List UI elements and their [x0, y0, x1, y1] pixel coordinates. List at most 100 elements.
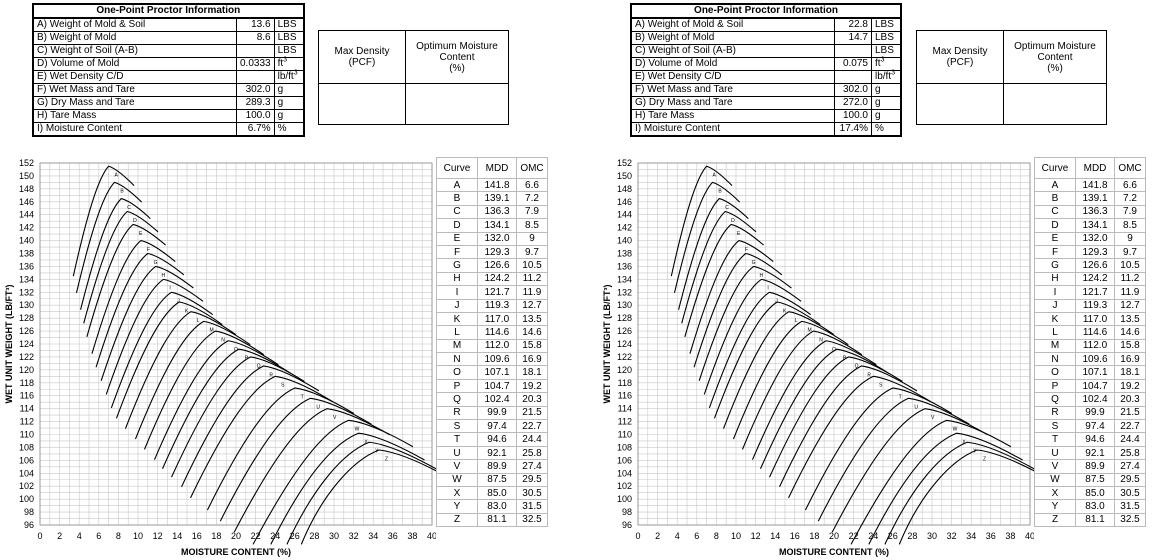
y-tick-label: 140 [617, 236, 632, 246]
curve-table-row: F 129.3 9.7 [436, 244, 548, 260]
y-tick-label: 118 [618, 378, 632, 388]
info-value[interactable] [834, 44, 872, 58]
curve-table-cell: 134.1 [477, 218, 517, 233]
curve-table-row: J 119.3 12.7 [1034, 298, 1146, 313]
curve-label: X [962, 440, 966, 446]
compaction-curve [884, 441, 1034, 545]
curve-table-cell: Z [436, 512, 478, 528]
max-density-value[interactable] [318, 83, 406, 125]
curve-table-cell: 124.2 [477, 271, 517, 287]
curve-table-row: T 94.6 24.4 [436, 432, 548, 447]
curve-table: Curve MDD OMC A 141.8 6.6 B 139.1 7.2 C 136.3 7.9 D 1… [436, 157, 548, 528]
curve-table-cell: U [436, 445, 478, 461]
curve-label: N [819, 337, 823, 343]
info-row: I) Moisture Content 17.4%% [630, 122, 902, 137]
info-value[interactable]: 13.6 [236, 17, 275, 32]
curve-table-row: R 99.9 21.5 [436, 405, 548, 421]
curve-table-cell: 8.5 [516, 218, 548, 233]
info-value[interactable]: 22.8 [834, 17, 872, 32]
info-value[interactable] [236, 44, 275, 58]
info-unit-sup: 3 [880, 56, 885, 64]
curve-table-cell: 24.4 [1114, 432, 1146, 447]
info-unit: LBS [273, 44, 305, 58]
curve-table-cell: 107.1 [1075, 365, 1115, 380]
plot-frame [39, 162, 433, 526]
info-row: E) Wet Density C/D lb/ft3 [630, 70, 902, 84]
curve-table-cell: R [436, 405, 478, 421]
info-value[interactable] [236, 70, 275, 84]
y-tick-label: 126 [19, 326, 34, 336]
compaction-curve [161, 348, 292, 469]
curve-table-cell: V [1034, 459, 1076, 474]
proctor-info-table: One-Point Proctor Information A) Weight … [32, 3, 305, 137]
omc-value[interactable] [405, 83, 509, 125]
curve-table-cell: 132.0 [1075, 231, 1115, 246]
info-value[interactable]: 14.7 [834, 31, 872, 45]
curve-table-header: OMC [516, 157, 548, 179]
info-row: D) Volume of Mold 0.075 ft3 [630, 56, 902, 71]
curve-table-cell: 30.5 [1114, 485, 1146, 501]
compaction-curve [673, 181, 741, 294]
info-value[interactable]: 272.0 [834, 96, 872, 110]
x-tick-label: 28 [907, 531, 917, 541]
curve-table-row: Y 83.0 31.5 [1034, 499, 1146, 514]
curve-table-cell: 30.5 [516, 485, 548, 501]
info-label: H) Tare Mass [32, 109, 237, 123]
x-tick-label: 26 [290, 531, 300, 541]
curve-label: Z [385, 456, 388, 462]
x-tick-label: 26 [888, 531, 898, 541]
curve-label: U [914, 405, 918, 411]
curve-table-row: U 92.1 25.8 [436, 445, 548, 461]
max-density-value[interactable] [916, 83, 1004, 125]
curve-table-row: A 141.8 6.6 [436, 177, 548, 193]
compaction-curve [684, 223, 764, 338]
y-tick-label: 100 [19, 494, 34, 504]
curve-table-cell: 102.4 [1075, 392, 1115, 407]
x-tick-label: 20 [231, 531, 241, 541]
curve-table-cell: 7.2 [516, 191, 548, 206]
info-value[interactable] [834, 70, 872, 84]
info-label: G) Dry Mass and Tare [32, 96, 237, 110]
y-axis-label: WET UNIT WEIGHT (LB/FT³) [4, 285, 14, 404]
curve-table-cell: 20.3 [1114, 392, 1146, 407]
x-tick-label: 6 [694, 531, 699, 541]
y-tick-label: 122 [617, 352, 632, 362]
curve-table-cell: 109.6 [477, 352, 517, 367]
info-value[interactable]: 302.0 [834, 83, 872, 97]
y-tick-label: 104 [19, 468, 34, 478]
info-value[interactable]: 100.0 [236, 109, 275, 123]
info-value[interactable]: 17.4% [834, 122, 872, 137]
curve-label: W [355, 427, 360, 433]
info-value[interactable]: 8.6 [236, 31, 275, 45]
curve-table-cell: 29.5 [516, 472, 548, 487]
curve-table-cell: 9 [516, 231, 548, 246]
info-unit-text: LBS [875, 32, 894, 43]
curve-table-cell: 141.8 [477, 177, 517, 193]
info-unit: g [273, 109, 305, 123]
curve-label: R [269, 372, 273, 378]
curve-table-cell: 132.0 [477, 231, 517, 246]
x-tick-label: 16 [192, 531, 202, 541]
info-value[interactable]: 302.0 [236, 83, 275, 97]
info-value[interactable]: 0.0333 [236, 57, 275, 71]
info-value[interactable]: 6.7% [236, 122, 275, 137]
curve-table-row: L 114.6 14.6 [1034, 325, 1146, 340]
info-value[interactable]: 289.3 [236, 96, 275, 110]
x-tick-label: 12 [751, 531, 761, 541]
curve-table-cell: H [1034, 271, 1076, 287]
curve-label: B [120, 189, 124, 195]
compaction-curve [779, 365, 918, 488]
curve-label: T [899, 394, 902, 400]
compaction-curve [788, 375, 931, 499]
curve-table-cell: 102.4 [477, 392, 517, 407]
curve-table-row: O 107.1 18.1 [436, 365, 548, 380]
info-value[interactable]: 100.0 [834, 109, 872, 123]
omc-value[interactable] [1003, 83, 1107, 125]
info-value[interactable]: 0.075 [834, 57, 872, 71]
y-tick-label: 140 [19, 236, 34, 246]
curve-table-cell: 25.8 [516, 445, 548, 461]
curve-table-cell: 134.1 [1075, 218, 1115, 233]
y-tick-label: 108 [19, 442, 34, 452]
curve-table-cell: 117.0 [477, 311, 517, 327]
